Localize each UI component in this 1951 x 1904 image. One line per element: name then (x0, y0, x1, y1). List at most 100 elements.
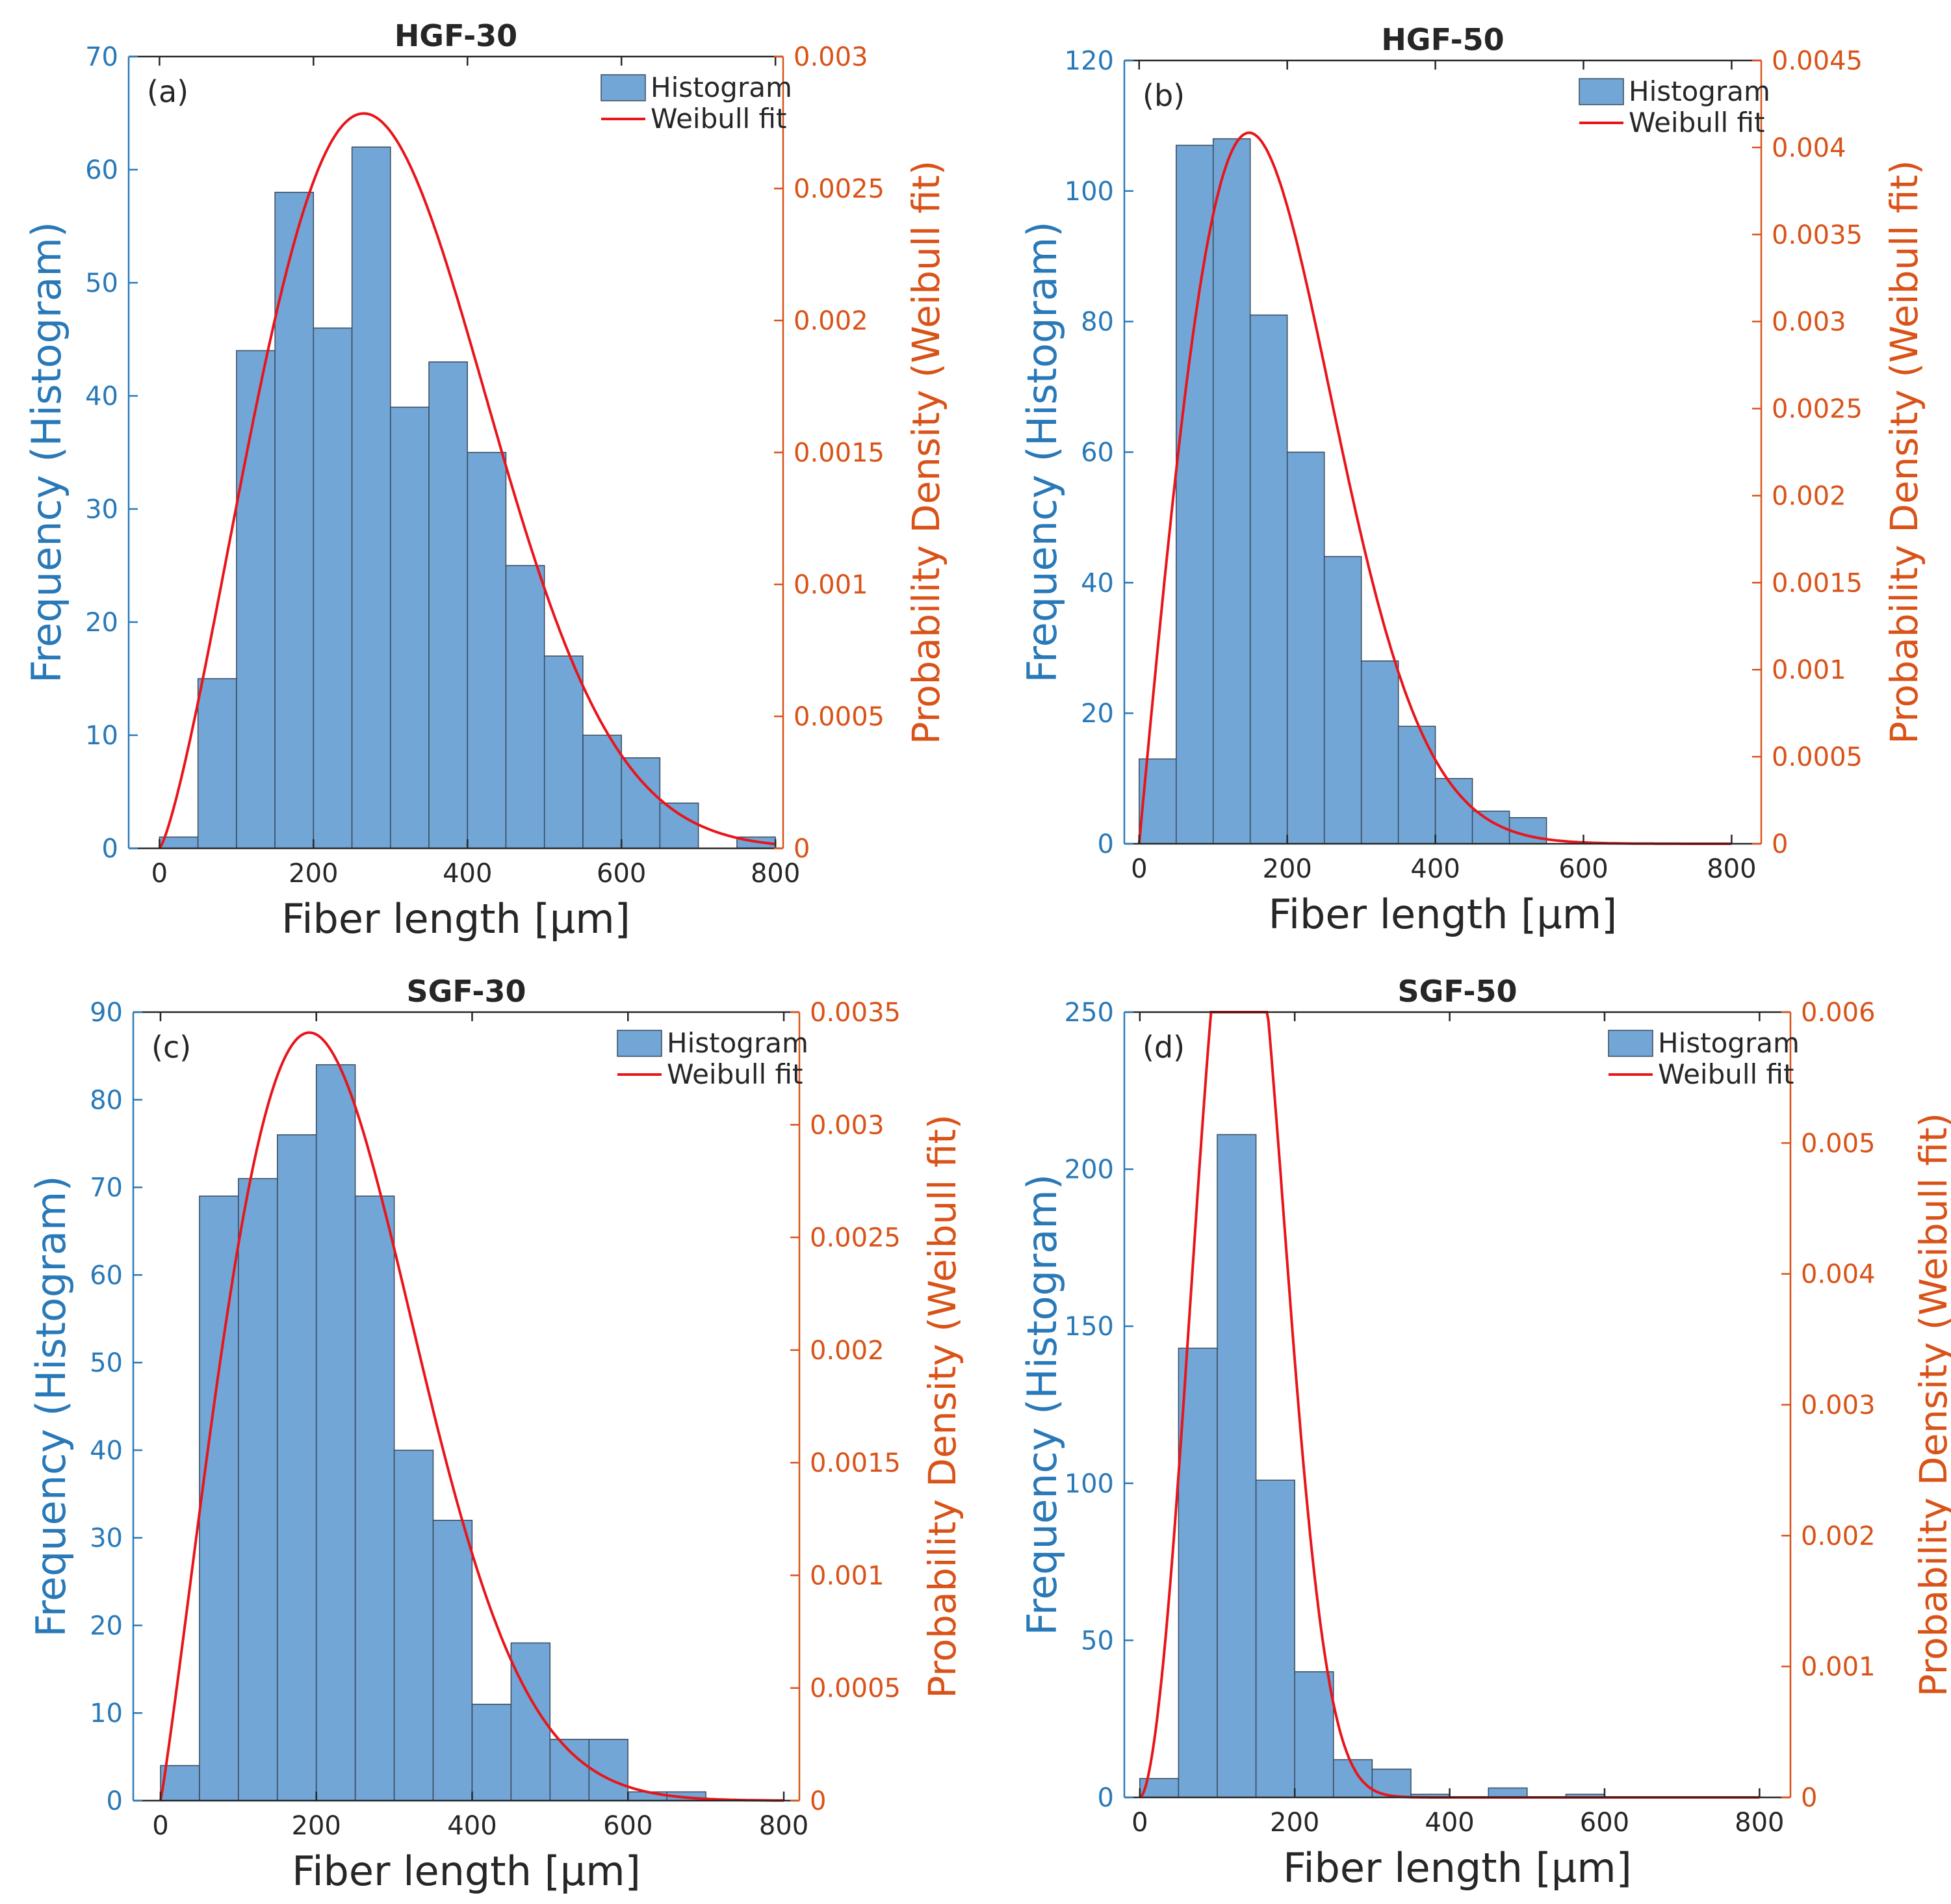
x-tick-label: 400 (443, 859, 492, 889)
legend-histogram-swatch (617, 1030, 662, 1057)
panel-label: (b) (1143, 78, 1185, 113)
left-y-tick-label: 40 (90, 1436, 123, 1466)
panel-0: 0 200 400 600 80001020304050607000.00050.001… (23, 18, 948, 943)
histogram-bar (1294, 1671, 1334, 1798)
legend-weibull-label: Weibull fit (1629, 107, 1764, 138)
right-y-tick-label: 0.0045 (1772, 46, 1863, 76)
chart-title: HGF-30 (394, 18, 517, 53)
x-tick-label: 600 (1580, 1808, 1629, 1838)
right-y-tick-label: 0.004 (1801, 1260, 1876, 1290)
x-tick-label: 0 (1131, 1808, 1148, 1838)
left-y-axis-label: Frequency (Histogram) (1018, 1174, 1066, 1636)
left-y-tick-label: 250 (1065, 998, 1114, 1028)
histogram-bar (1508, 817, 1547, 844)
x-tick-label: 200 (292, 1811, 341, 1841)
right-y-tick-label: 0.002 (794, 306, 868, 336)
legend-histogram-label: Histogram (651, 72, 792, 103)
histogram-bar (1249, 314, 1288, 844)
right-y-tick-label: 0.0025 (810, 1223, 901, 1253)
left-y-axis-label: Frequency (Histogram) (27, 1175, 75, 1637)
x-tick-label: 0 (151, 859, 168, 889)
histogram-bar (197, 678, 237, 849)
histogram-bar (543, 655, 584, 849)
legend-histogram-swatch (1579, 78, 1624, 105)
histogram-bar (393, 1450, 434, 1801)
panel-label: (a) (147, 74, 188, 109)
left-y-axis-label: Frequency (Histogram) (23, 222, 70, 683)
right-y-tick-label: 0 (794, 834, 810, 864)
x-tick-label: 200 (289, 859, 338, 889)
right-y-tick-label: 0.003 (1772, 307, 1846, 337)
left-y-tick-label: 100 (1065, 177, 1114, 207)
histogram-bar (582, 735, 622, 849)
left-y-tick-label: 70 (90, 1173, 123, 1203)
histogram-bar (621, 757, 661, 849)
right-y-tick-label: 0.006 (1801, 998, 1876, 1028)
histogram-bar (1488, 1787, 1528, 1798)
right-y-tick-label: 0.004 (1772, 133, 1846, 163)
left-y-tick-label: 100 (1065, 1469, 1114, 1499)
legend-histogram-swatch (601, 74, 646, 101)
right-y-tick-label: 0.003 (810, 1110, 885, 1140)
histogram-bar (659, 802, 699, 849)
histogram-bar (199, 1195, 239, 1801)
x-tick-label: 600 (603, 1811, 652, 1841)
panel-label: (c) (151, 1030, 191, 1065)
right-y-tick-label: 0.002 (1801, 1521, 1876, 1551)
left-y-tick-label: 0 (107, 1786, 123, 1816)
right-y-tick-label: 0.001 (1772, 655, 1846, 685)
left-y-tick-label: 80 (1081, 307, 1114, 337)
x-axis-label: Fiber length [µm] (1269, 891, 1618, 938)
x-axis-label: Fiber length [µm] (292, 1847, 641, 1895)
left-y-tick-label: 120 (1065, 46, 1114, 76)
right-y-tick-label: 0.003 (794, 42, 868, 72)
right-y-tick-label: 0.005 (1801, 1128, 1876, 1158)
legend-histogram-label: Histogram (667, 1027, 808, 1059)
left-y-tick-label: 80 (90, 1086, 123, 1115)
histogram-bar (351, 146, 391, 849)
left-y-tick-label: 200 (1065, 1155, 1114, 1185)
x-tick-label: 0 (1131, 854, 1147, 884)
right-y-tick-label: 0.002 (810, 1336, 885, 1366)
histogram-bar (160, 1765, 200, 1801)
legend-weibull-label: Weibull fit (1658, 1058, 1794, 1090)
legend-weibull-label: Weibull fit (651, 103, 786, 135)
histogram-bar (313, 327, 353, 849)
histogram-bar (236, 350, 276, 849)
left-y-tick-label: 60 (85, 155, 118, 185)
histogram-bar (467, 452, 507, 849)
histogram-bar (1176, 144, 1214, 844)
panel-2: 0 200 400 600 800010203040506070809000.00050… (27, 974, 964, 1895)
legend-weibull-label: Weibull fit (667, 1058, 803, 1090)
left-y-tick-label: 90 (90, 998, 123, 1028)
right-y-tick-label: 0 (1772, 829, 1788, 859)
histogram-bar (1217, 1134, 1257, 1798)
right-y-tick-label: 0.0035 (1772, 220, 1863, 250)
left-y-tick-label: 40 (1081, 568, 1114, 598)
x-tick-label: 200 (1263, 854, 1312, 884)
legend-histogram-label: Histogram (1658, 1027, 1800, 1059)
left-y-tick-label: 20 (85, 608, 118, 638)
left-y-tick-label: 40 (85, 382, 118, 411)
x-tick-label: 800 (1707, 854, 1756, 884)
right-y-axis-label: Probability Density (Weibull fit) (904, 161, 948, 745)
x-tick-label: 400 (1425, 1808, 1474, 1838)
histogram-bar (1255, 1480, 1295, 1798)
left-y-axis-label: Frequency (Histogram) (1018, 221, 1066, 683)
histogram-bar (505, 565, 545, 849)
x-tick-label: 600 (597, 859, 646, 889)
chart-title: HGF-50 (1381, 22, 1504, 57)
weibull-fit-line (159, 1031, 784, 1802)
legend-histogram-swatch (1608, 1030, 1653, 1057)
histogram-bar (1397, 725, 1436, 844)
histogram-bar (428, 361, 468, 849)
left-y-tick-label: 50 (1081, 1626, 1114, 1656)
histogram-bar (354, 1195, 395, 1801)
right-y-axis-label: Probability Density (Weibull fit) (920, 1114, 964, 1699)
histogram-bar (1286, 451, 1325, 844)
histogram-bar (510, 1642, 551, 1801)
right-y-tick-label: 0.001 (794, 570, 868, 600)
right-y-tick-label: 0.0005 (1772, 742, 1863, 772)
left-y-tick-label: 10 (90, 1699, 123, 1728)
